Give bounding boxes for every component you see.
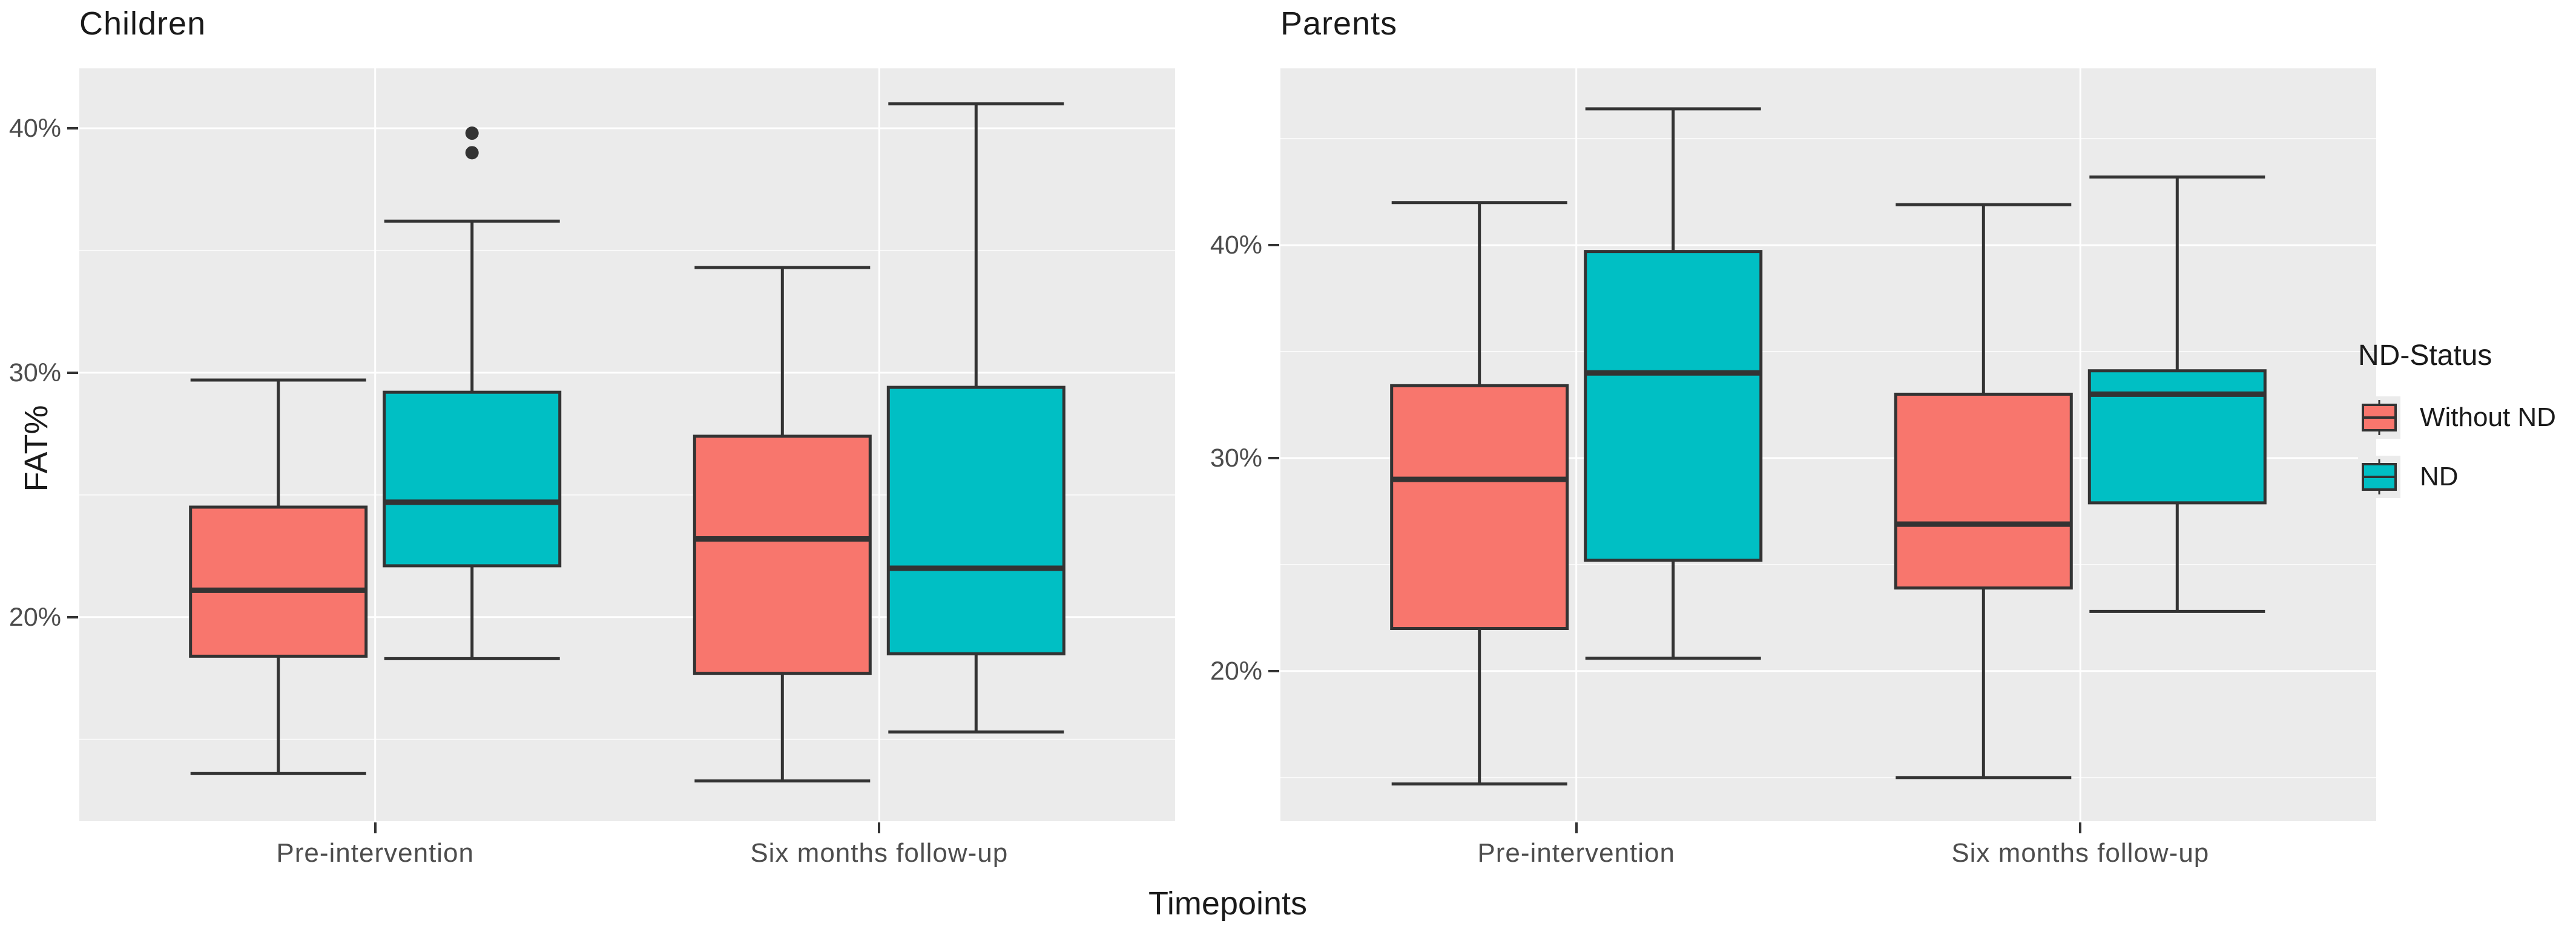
y-tick-label: 20% bbox=[8, 602, 61, 632]
y-tick-label: 20% bbox=[1210, 656, 1262, 686]
box-nd bbox=[886, 102, 1066, 734]
x-axis-title: Timepoints bbox=[1148, 885, 1308, 922]
legend-title: ND-Status bbox=[2358, 339, 2492, 372]
x-tick-mark bbox=[1575, 822, 1578, 833]
y-tick-mark bbox=[1268, 669, 1279, 672]
legend-label: ND bbox=[2420, 462, 2459, 491]
box-nd bbox=[383, 126, 562, 660]
y-tick-label: 40% bbox=[8, 113, 61, 143]
x-tick-mark bbox=[374, 822, 377, 833]
iqr-box bbox=[693, 435, 872, 675]
facet-title-children: Children bbox=[79, 5, 206, 42]
x-tick-mark bbox=[2079, 822, 2082, 833]
iqr-box bbox=[2087, 369, 2267, 505]
x-tick-label: Six months follow-up bbox=[750, 838, 1009, 868]
box-without-nd bbox=[189, 378, 368, 775]
x-tick-mark bbox=[878, 822, 881, 833]
y-tick-label: 40% bbox=[1210, 231, 1262, 260]
x-tick-label: Pre-intervention bbox=[1477, 838, 1675, 868]
outlier-point bbox=[465, 146, 479, 160]
y-tick-label: 30% bbox=[8, 358, 61, 387]
legend-entry: Without ND bbox=[2358, 396, 2576, 439]
panel-parents bbox=[1280, 68, 2376, 821]
y-tick-mark bbox=[67, 126, 78, 130]
box-without-nd bbox=[693, 266, 872, 782]
legend-entry: ND bbox=[2358, 456, 2576, 498]
y-tick-mark bbox=[67, 615, 78, 618]
legend: ND-Status Without ND ND bbox=[2358, 339, 2576, 515]
iqr-box bbox=[1390, 384, 1569, 631]
y-tick-mark bbox=[1268, 244, 1279, 247]
y-axis-title: FAT% bbox=[18, 405, 54, 492]
legend-key-glyph bbox=[2362, 459, 2397, 494]
legend-key-swatch bbox=[2358, 396, 2400, 439]
legend-label: Without ND bbox=[2420, 402, 2556, 432]
facet-title-parents: Parents bbox=[1280, 5, 1398, 42]
y-tick-mark bbox=[67, 371, 78, 374]
iqr-box bbox=[886, 385, 1066, 655]
iqr-box bbox=[189, 505, 368, 658]
y-tick-label: 30% bbox=[1210, 443, 1262, 473]
box-nd bbox=[2087, 175, 2267, 613]
iqr-box bbox=[1894, 392, 2073, 590]
box-without-nd bbox=[1894, 203, 2073, 779]
outlier-point bbox=[465, 126, 479, 140]
legend-key-glyph bbox=[2362, 400, 2397, 435]
legend-key-swatch bbox=[2358, 456, 2400, 498]
x-tick-label: Pre-intervention bbox=[276, 838, 474, 868]
y-tick-mark bbox=[1268, 456, 1279, 459]
iqr-box bbox=[383, 390, 562, 568]
box-nd bbox=[1584, 107, 1763, 660]
iqr-box bbox=[1584, 250, 1763, 562]
panel-children bbox=[79, 68, 1175, 821]
box-without-nd bbox=[1390, 201, 1569, 785]
x-tick-label: Six months follow-up bbox=[1951, 838, 2210, 868]
